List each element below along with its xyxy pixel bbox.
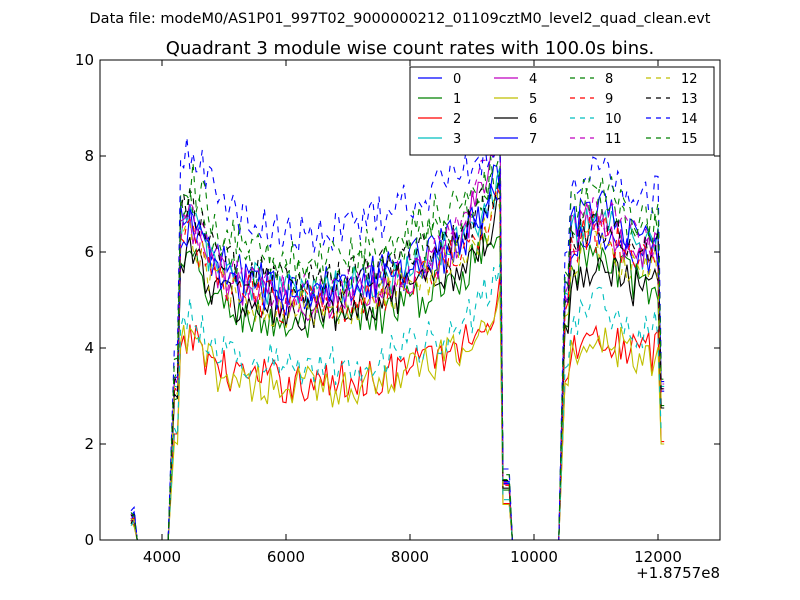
series-line-5 <box>130 290 665 540</box>
y-tick-label: 0 <box>84 531 94 549</box>
legend-label-10: 10 <box>605 112 622 127</box>
series-line-4 <box>130 108 665 540</box>
series-line-13 <box>130 178 665 540</box>
x-tick-label: 6000 <box>267 548 305 566</box>
legend-label-12: 12 <box>681 72 698 87</box>
x-tick-label: 12000 <box>634 548 682 566</box>
series-line-15 <box>130 156 665 540</box>
series-line-11 <box>130 91 665 540</box>
x-tick-label: 8000 <box>391 548 429 566</box>
x-tick-label: 4000 <box>143 548 181 566</box>
legend-label-14: 14 <box>681 112 698 127</box>
legend-label-2: 2 <box>453 112 461 127</box>
legend-label-7: 7 <box>529 132 537 147</box>
legend-label-5: 5 <box>529 92 537 107</box>
series-line-14 <box>130 127 665 540</box>
series-line-1 <box>130 232 665 540</box>
series-line-9 <box>130 184 665 540</box>
x-tick-label: 10000 <box>510 548 558 566</box>
chart-title: Quadrant 3 module wise count rates with … <box>166 38 655 59</box>
series-layer <box>130 91 665 540</box>
legend-label-8: 8 <box>605 72 613 87</box>
y-tick-label: 6 <box>84 243 94 261</box>
legend-label-13: 13 <box>681 92 698 107</box>
y-tick-label: 2 <box>84 435 94 453</box>
legend-label-15: 15 <box>681 132 698 147</box>
legend-label-1: 1 <box>453 92 461 107</box>
x-offset-label: +1.8757e8 <box>636 564 720 582</box>
y-tick-label: 10 <box>75 51 94 69</box>
legend-label-6: 6 <box>529 112 537 127</box>
y-tick-label: 4 <box>84 339 94 357</box>
series-line-10 <box>130 263 665 540</box>
legend-box <box>409 66 715 156</box>
suptitle: Data file: modeM0/AS1P01_997T02_90000002… <box>90 11 711 27</box>
legend-label-4: 4 <box>529 72 537 87</box>
series-line-8 <box>130 154 665 540</box>
series-line-12 <box>130 191 665 540</box>
legend-label-9: 9 <box>605 92 613 107</box>
legend-label-0: 0 <box>453 72 461 87</box>
legend-label-11: 11 <box>605 132 622 147</box>
legend-label-3: 3 <box>453 132 461 147</box>
series-line-2 <box>130 275 665 540</box>
y-tick-label: 8 <box>84 147 94 165</box>
